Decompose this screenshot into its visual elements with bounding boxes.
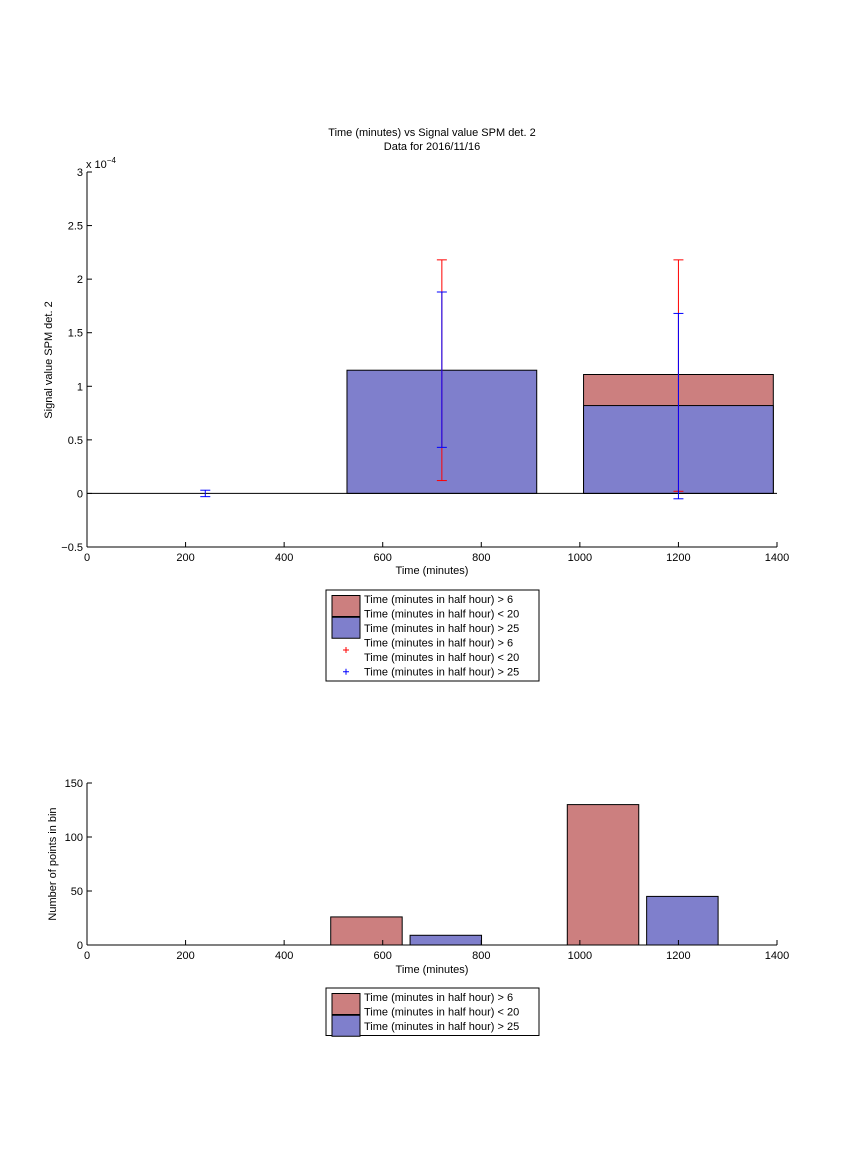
y-tick-label: 50 [71, 886, 83, 898]
x-axis-label: Time (minutes) [396, 565, 469, 577]
signal-chart: Time (minutes) vs Signal value SPM det. … [43, 127, 789, 682]
axes-layer: 0 200 400 600 800 1000 1200 1400−0.500.511.522.… [61, 167, 789, 564]
legend-swatch [331, 616, 361, 639]
errorbars-layer [200, 259, 684, 500]
legend-swatch [331, 993, 361, 1015]
y-tick-label: 1.5 [68, 328, 83, 340]
chart-subtitle: Data for 2016/11/16 [384, 141, 480, 153]
bar-blue [409, 934, 483, 946]
x-tick-label: 1200 [666, 950, 690, 962]
legend-label: Time (minutes in half hour) > 25 [364, 667, 519, 679]
legend-box [325, 589, 540, 682]
bar-blue [646, 895, 719, 946]
x-tick-label: 800 [472, 552, 490, 564]
legend: Time (minutes in half hour) > 6 Time (min… [325, 987, 540, 1037]
legend-label: Time (minutes in half hour) < 20 [364, 652, 519, 664]
y-tick-label: −0.5 [61, 542, 83, 554]
legend-box [325, 987, 540, 1036]
bar-red [566, 804, 640, 946]
x-tick-label: 0 [84, 552, 90, 564]
y-tick-label: 3 [77, 167, 83, 179]
x-tick-label: 400 [275, 950, 293, 962]
legend-swatch [331, 1014, 361, 1037]
y-tick-label: 100 [65, 832, 83, 844]
x-tick-label: 200 [176, 950, 194, 962]
legend-label: Time (minutes in half hour) > 25 [364, 1021, 519, 1033]
x-tick-label: 1200 [666, 552, 690, 564]
y-axis-label: Number of points in bin [47, 807, 59, 920]
x-tick-label: 1400 [765, 950, 789, 962]
x-tick-label: 1000 [568, 950, 592, 962]
legend: Time (minutes in half hour) > 6 Time (min… [325, 589, 540, 682]
x-tick-label: 400 [275, 552, 293, 564]
legend-label: Time (minutes in half hour) < 20 [364, 609, 519, 621]
legend-label: Time (minutes in half hour) > 6 [364, 594, 513, 606]
bars-layer [330, 804, 719, 946]
legend-label: Time (minutes in half hour) > 6 [364, 992, 513, 1004]
y-tick-label: 2 [77, 274, 83, 286]
x-tick-label: 1400 [765, 552, 789, 564]
chart-title: Time (minutes) vs Signal value SPM det. … [328, 127, 535, 139]
legend-label: Time (minutes in half hour) < 20 [364, 1007, 519, 1019]
x-tick-label: 0 [84, 950, 90, 962]
y-exponent-base: x 10 [86, 159, 107, 171]
legend-label: Time (minutes in half hour) > 6 [364, 638, 513, 650]
y-tick-label: 150 [65, 778, 83, 790]
y-axis-label: Signal value SPM det. 2 [43, 301, 55, 418]
y-tick-label: 2.5 [68, 221, 83, 233]
y-tick-label: 0 [77, 940, 83, 952]
y-tick-label: 0.5 [68, 435, 83, 447]
x-axis-label: Time (minutes) [396, 964, 469, 976]
count-chart: Time (minutes) Number of points in bin 0… [47, 778, 790, 1037]
x-tick-label: 800 [472, 950, 490, 962]
x-tick-label: 600 [374, 552, 392, 564]
x-tick-label: 1000 [568, 552, 592, 564]
x-tick-label: 200 [176, 552, 194, 564]
legend-label: Time (minutes in half hour) > 25 [364, 623, 519, 635]
axes-layer: 0 200 400 600 800 1000 1200 1400 0 50 100 150 [65, 778, 790, 962]
y-exponent-label: x 10−4 [86, 156, 116, 171]
bar-red [330, 916, 403, 946]
y-tick-label: 1 [77, 381, 83, 393]
y-tick-label: 0 [77, 488, 83, 500]
bars-layer [346, 369, 774, 494]
y-exponent-power: −4 [107, 156, 117, 165]
legend-swatch [331, 595, 361, 617]
x-tick-label: 600 [374, 950, 392, 962]
